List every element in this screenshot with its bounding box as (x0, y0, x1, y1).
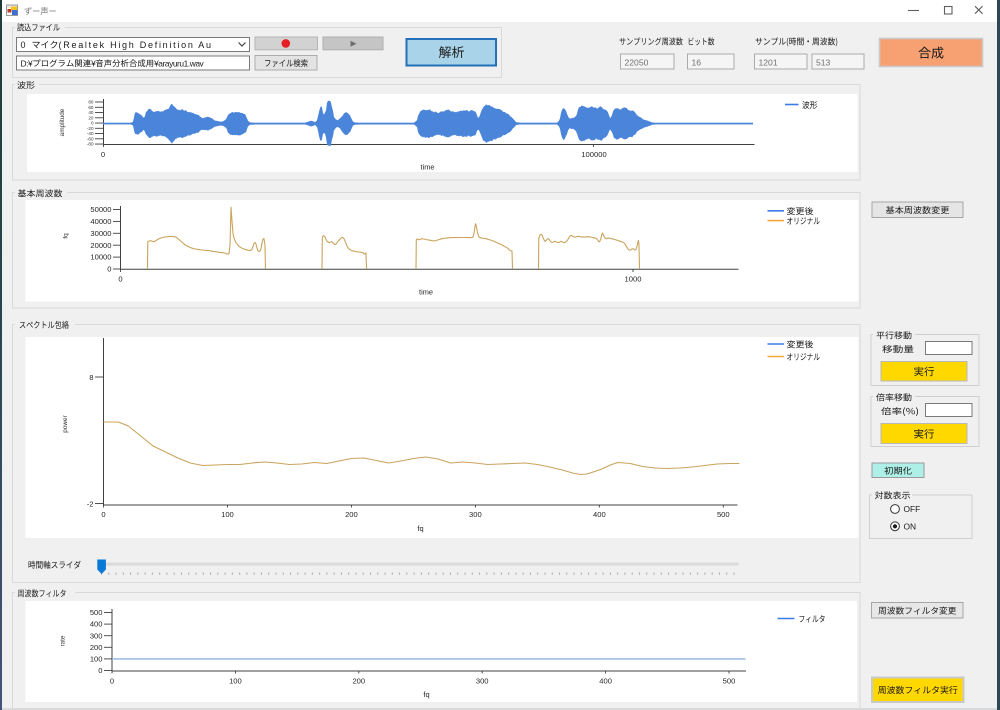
svg-text:22050: 22050 (625, 57, 649, 67)
svg-text:-80: -80 (87, 142, 94, 147)
svg-text:time: time (419, 288, 433, 297)
svg-text:fq: fq (63, 233, 70, 239)
svg-text:0: 0 (107, 265, 111, 274)
svg-text:400: 400 (599, 677, 612, 686)
svg-text:0: 0 (110, 677, 114, 686)
svg-text:0: 0 (91, 121, 94, 126)
svg-text:-2: -2 (87, 500, 94, 509)
svg-text:8: 8 (89, 373, 93, 382)
svg-text:-40: -40 (87, 131, 94, 136)
svg-text:-20: -20 (87, 126, 94, 131)
svg-text:400: 400 (593, 510, 606, 519)
svg-text:500: 500 (723, 677, 736, 686)
svg-text:300: 300 (476, 677, 489, 686)
svg-text:10000: 10000 (90, 253, 111, 262)
svg-text:-60: -60 (87, 136, 94, 141)
svg-text:0: 0 (98, 666, 102, 675)
svg-text:40: 40 (88, 110, 94, 115)
svg-text:16: 16 (692, 57, 702, 67)
svg-text:20: 20 (88, 115, 94, 120)
svg-text:time: time (421, 163, 435, 172)
svg-text:D:¥: D:¥ (21, 58, 33, 68)
svg-text:power: power (62, 414, 69, 432)
svg-text:400: 400 (90, 620, 103, 629)
svg-text:100000: 100000 (581, 150, 606, 159)
svg-text:100: 100 (229, 677, 242, 686)
svg-text:amplitude: amplitude (59, 108, 66, 136)
svg-text:OFF: OFF (904, 504, 921, 514)
svg-text:(Realtek High Definition Au: (Realtek High Definition Au (59, 40, 213, 50)
svg-text:100: 100 (90, 655, 103, 664)
svg-text:¥: ¥ (90, 58, 96, 68)
svg-text:¥arayuru1.wav: ¥arayuru1.wav (153, 58, 204, 68)
svg-text:200: 200 (352, 677, 365, 686)
svg-text:50000: 50000 (90, 205, 111, 214)
svg-text:1000: 1000 (625, 275, 642, 284)
svg-text:1201: 1201 (759, 57, 778, 67)
svg-text:100: 100 (221, 510, 234, 519)
svg-text:20000: 20000 (90, 241, 111, 250)
svg-text:30000: 30000 (90, 229, 111, 238)
svg-text:ON: ON (904, 522, 917, 532)
svg-text:513: 513 (816, 57, 831, 67)
svg-text:60: 60 (88, 105, 94, 110)
svg-text:300: 300 (469, 510, 482, 519)
svg-text:200: 200 (90, 643, 103, 652)
svg-text:300: 300 (90, 631, 103, 640)
svg-text:0: 0 (118, 275, 122, 284)
svg-text:rate: rate (60, 635, 67, 646)
svg-text:40000: 40000 (90, 217, 111, 226)
svg-text:500: 500 (90, 608, 103, 617)
svg-text:0: 0 (21, 40, 28, 50)
svg-text:80: 80 (88, 100, 94, 105)
svg-text:0: 0 (101, 510, 105, 519)
svg-text:fq: fq (423, 690, 429, 699)
svg-text:500: 500 (717, 510, 730, 519)
svg-text:0: 0 (101, 150, 105, 159)
svg-text:fq: fq (417, 524, 423, 533)
svg-text:200: 200 (345, 510, 358, 519)
